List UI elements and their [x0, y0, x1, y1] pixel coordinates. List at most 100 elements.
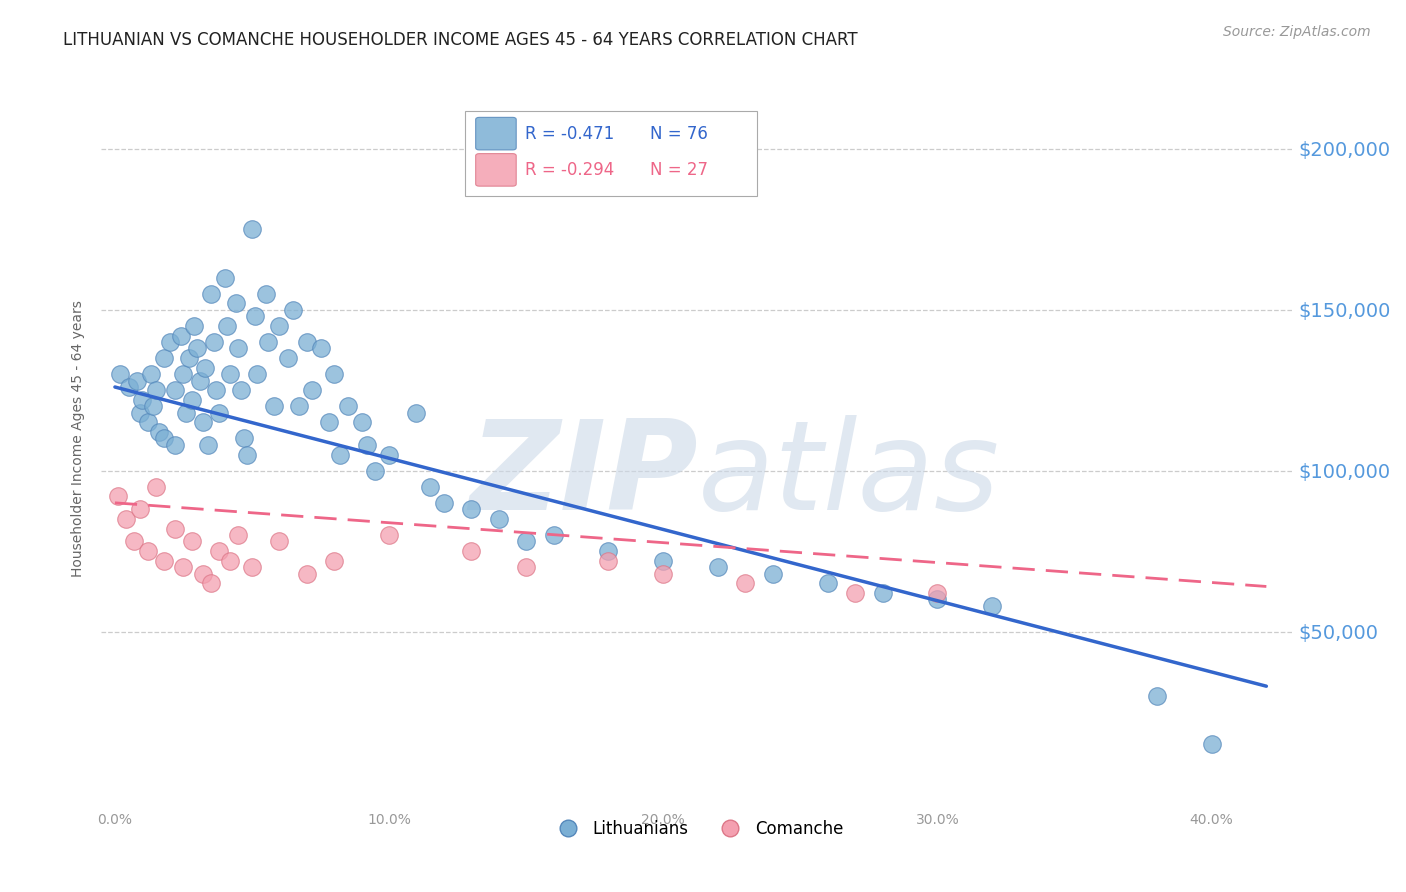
Point: [145, 383, 167, 397]
FancyBboxPatch shape: [475, 153, 516, 186]
Point: [142, 400, 165, 414]
Point: [200, 576, 222, 591]
Point: [229, 383, 252, 397]
Point: [214, 270, 236, 285]
Point: [131, 392, 153, 407]
Point: [433, 496, 456, 510]
Point: [762, 566, 785, 581]
Point: [136, 544, 159, 558]
Point: [107, 489, 129, 503]
Point: [281, 302, 304, 317]
Point: [254, 286, 277, 301]
Point: [174, 406, 197, 420]
Point: [226, 528, 249, 542]
Point: [309, 342, 332, 356]
Point: [128, 406, 150, 420]
Text: N = 76: N = 76: [650, 125, 707, 143]
Point: [734, 576, 756, 591]
Point: [515, 534, 537, 549]
Point: [205, 383, 228, 397]
Point: [460, 544, 482, 558]
Point: [188, 374, 211, 388]
Point: [191, 566, 214, 581]
Point: [378, 528, 401, 542]
Point: [122, 534, 145, 549]
Point: [318, 416, 340, 430]
Point: [301, 383, 323, 397]
Point: [287, 400, 309, 414]
Point: [226, 342, 249, 356]
Point: [202, 334, 225, 349]
Point: [817, 576, 839, 591]
Point: [159, 334, 181, 349]
Point: [515, 560, 537, 574]
Text: atlas: atlas: [697, 415, 1000, 536]
Point: [598, 544, 620, 558]
Point: [148, 425, 170, 439]
Point: [180, 392, 202, 407]
Text: R = -0.294: R = -0.294: [524, 161, 614, 179]
Point: [165, 438, 187, 452]
Point: [269, 318, 291, 333]
Point: [269, 534, 291, 549]
Point: [125, 374, 148, 388]
Point: [844, 586, 866, 600]
Point: [240, 222, 263, 236]
Point: [927, 586, 949, 600]
Point: [323, 367, 346, 381]
Point: [419, 480, 441, 494]
Point: [356, 438, 378, 452]
Point: [172, 560, 194, 574]
Point: [191, 416, 214, 430]
Point: [598, 554, 620, 568]
Point: [165, 522, 187, 536]
Point: [295, 334, 318, 349]
Point: [219, 554, 242, 568]
Point: [460, 502, 482, 516]
Point: [186, 342, 208, 356]
FancyBboxPatch shape: [475, 118, 516, 150]
Point: [329, 448, 352, 462]
Point: [927, 592, 949, 607]
Point: [219, 367, 242, 381]
Point: [707, 560, 730, 574]
Point: [177, 351, 200, 365]
Point: [197, 438, 219, 452]
Point: [165, 383, 187, 397]
Point: [405, 406, 427, 420]
Point: [110, 367, 132, 381]
Point: [180, 534, 202, 549]
FancyBboxPatch shape: [465, 111, 756, 195]
Point: [243, 310, 266, 324]
Point: [246, 367, 269, 381]
Legend: Lithuanians, Comanche: Lithuanians, Comanche: [544, 814, 851, 845]
Point: [115, 512, 138, 526]
Point: [277, 351, 299, 365]
Point: [139, 367, 162, 381]
Point: [208, 406, 231, 420]
Point: [136, 416, 159, 430]
Point: [153, 351, 176, 365]
Point: [145, 480, 167, 494]
Point: [183, 318, 205, 333]
Point: [1146, 689, 1168, 703]
Point: [153, 554, 176, 568]
Point: [336, 400, 359, 414]
Point: [208, 544, 231, 558]
Point: [652, 566, 675, 581]
Point: [257, 334, 280, 349]
Point: [295, 566, 318, 581]
Text: R = -0.471: R = -0.471: [524, 125, 614, 143]
Point: [488, 512, 510, 526]
Point: [1201, 737, 1223, 751]
Point: [117, 380, 139, 394]
Point: [350, 416, 373, 430]
Point: [225, 296, 247, 310]
Point: [153, 432, 176, 446]
Point: [235, 448, 257, 462]
Text: Source: ZipAtlas.com: Source: ZipAtlas.com: [1223, 25, 1371, 39]
Point: [543, 528, 565, 542]
Point: [323, 554, 346, 568]
Text: ZIP: ZIP: [468, 415, 697, 536]
Point: [232, 432, 254, 446]
